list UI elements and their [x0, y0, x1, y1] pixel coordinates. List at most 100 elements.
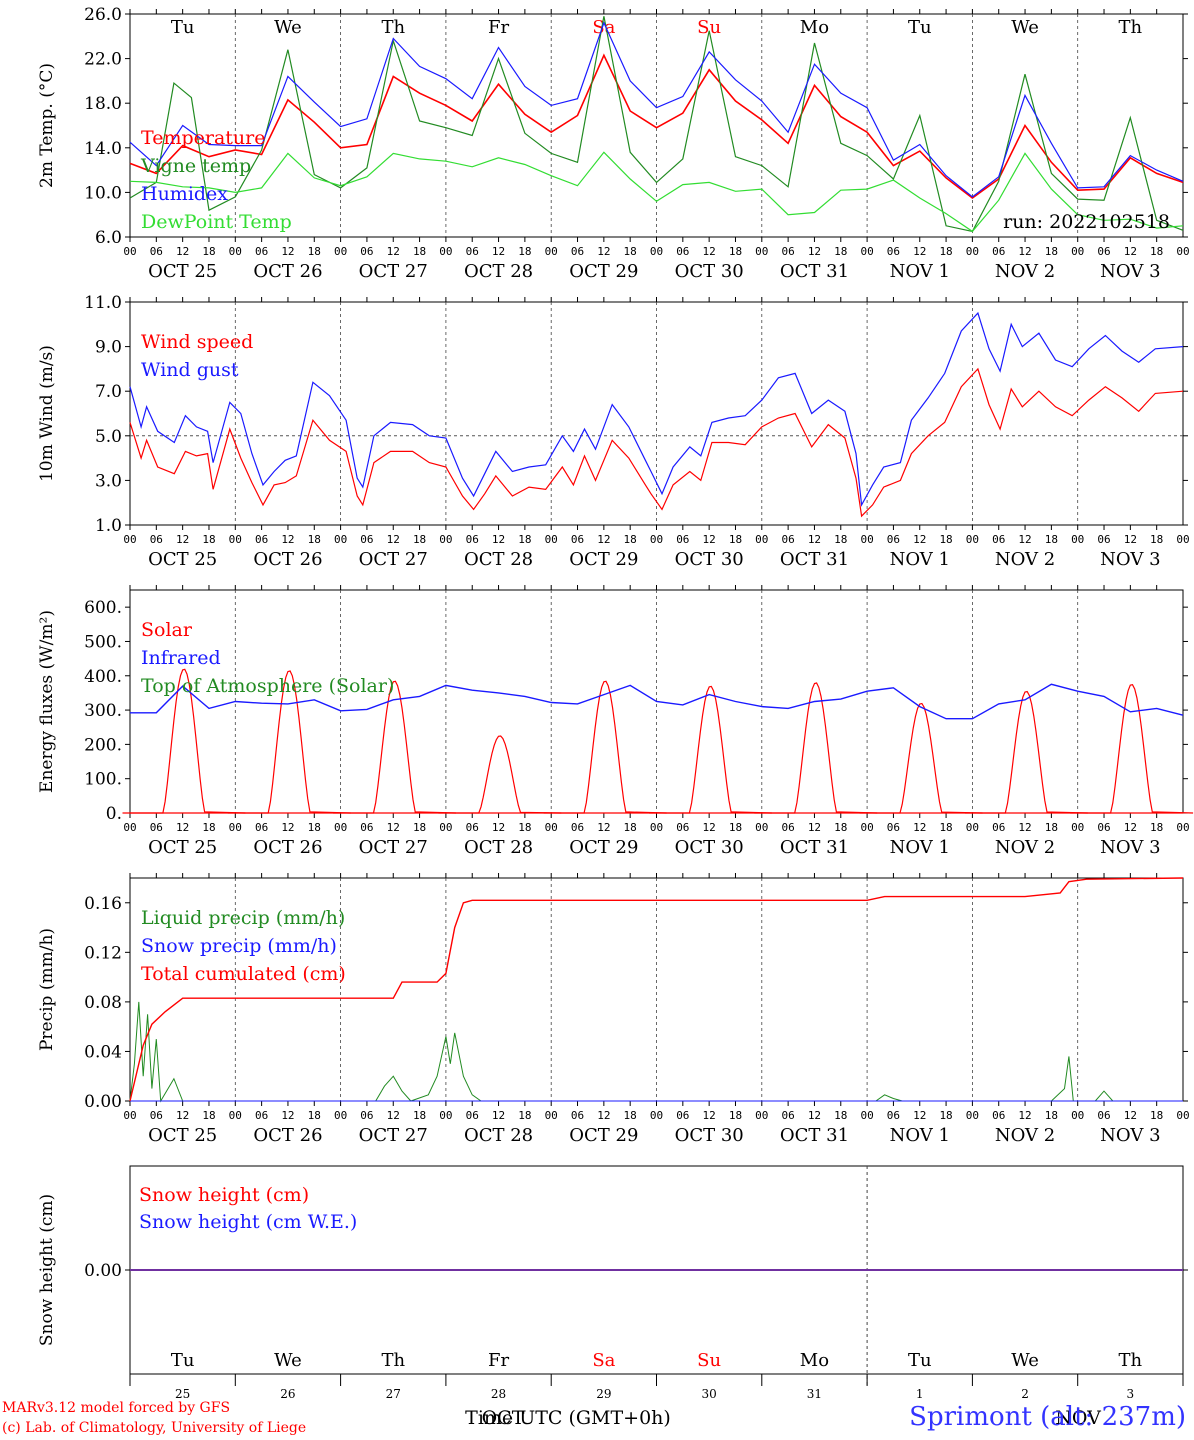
series-line — [129, 1001, 1183, 1103]
x-tick-label: 18 — [308, 245, 321, 258]
x-tick-label: 00 — [1176, 533, 1189, 546]
x-tick-label: 00 — [860, 821, 873, 834]
x-tick-label: 12 — [176, 533, 189, 546]
y-tick-label: 0.04 — [84, 1042, 122, 1062]
x-tick-label: 18 — [939, 1109, 952, 1122]
x-tick-label: 06 — [992, 821, 1005, 834]
x-tick-label: 00 — [334, 821, 347, 834]
series-line — [754, 682, 878, 814]
x-tick-label: 18 — [413, 533, 426, 546]
x-date-label: OCT 26 — [253, 837, 322, 858]
x-tick-label: 06 — [360, 245, 373, 258]
x-tick-label: 06 — [887, 1109, 900, 1122]
panel-frame — [129, 301, 1184, 526]
day-of-week-label: Sa — [592, 1350, 615, 1371]
x-tick-label: 06 — [782, 533, 795, 546]
x-date-label: OCT 31 — [780, 837, 849, 858]
series-line — [649, 685, 772, 814]
series-line — [964, 690, 1088, 814]
day-number-label: 29 — [596, 1387, 611, 1401]
x-tick-label: 00 — [860, 533, 873, 546]
axis-label-y: Snow height (cm) — [37, 1194, 57, 1346]
x-tick-label: 12 — [281, 245, 294, 258]
x-tick-label: 00 — [123, 1109, 136, 1122]
day-of-week-label: Mo — [800, 1350, 829, 1371]
x-tick-label: 12 — [281, 821, 294, 834]
y-tick-label: 10.0 — [84, 183, 122, 203]
x-tick-label: 06 — [466, 533, 479, 546]
day-of-week-label: Tu — [908, 1350, 932, 1371]
legend-entry: Snow height (cm) — [139, 1184, 309, 1206]
day-number-label: 27 — [386, 1387, 401, 1401]
x-tick-label: 06 — [255, 533, 268, 546]
x-tick-label: 12 — [597, 821, 610, 834]
y-tick-label: 11.0 — [84, 293, 122, 313]
x-tick-label: 12 — [913, 821, 926, 834]
x-tick-label: 18 — [1150, 1109, 1163, 1122]
x-tick-label: 12 — [1018, 821, 1031, 834]
day-of-week-label: Tu — [908, 17, 932, 38]
x-date-label: OCT 29 — [569, 1125, 638, 1146]
x-tick-label: 18 — [624, 821, 637, 834]
x-date-label: OCT 29 — [569, 837, 638, 858]
x-tick-label: 18 — [413, 821, 426, 834]
x-tick-label: 18 — [729, 533, 742, 546]
x-tick-label: 00 — [334, 245, 347, 258]
x-tick-label: 00 — [229, 245, 242, 258]
x-tick-label: 12 — [808, 245, 821, 258]
x-tick-label: 00 — [860, 245, 873, 258]
x-tick-label: 12 — [1018, 1109, 1031, 1122]
day-number-label: 2 — [1021, 1387, 1029, 1401]
x-tick-label: 00 — [1071, 245, 1084, 258]
x-tick-label: 12 — [492, 1109, 505, 1122]
legend-entry: Total cumulated (cm) — [141, 963, 346, 985]
x-tick-label: 06 — [466, 821, 479, 834]
y-tick-label: 500. — [84, 632, 122, 652]
x-date-label: OCT 28 — [464, 261, 533, 282]
x-tick-label: 12 — [176, 1109, 189, 1122]
x-tick-label: 12 — [387, 1109, 400, 1122]
x-date-label: OCT 26 — [253, 1125, 322, 1146]
day-of-week-label: We — [1011, 17, 1039, 38]
x-tick-label: 00 — [755, 533, 768, 546]
series-line — [129, 151, 1184, 233]
x-tick-label: 06 — [676, 245, 689, 258]
day-of-week-label: Th — [381, 1350, 405, 1371]
day-of-week-label: Su — [697, 17, 721, 38]
x-tick-label: 00 — [1071, 821, 1084, 834]
month-label: OCT — [482, 1407, 525, 1429]
series-line — [859, 702, 983, 814]
x-tick-label: 06 — [571, 821, 584, 834]
x-tick-label: 18 — [729, 1109, 742, 1122]
x-tick-label: 06 — [1097, 533, 1110, 546]
x-tick-label: 18 — [834, 245, 847, 258]
x-tick-label: 00 — [966, 1109, 979, 1122]
y-tick-label: 26.0 — [84, 5, 122, 25]
x-tick-label: 00 — [229, 821, 242, 834]
x-tick-label: 18 — [834, 533, 847, 546]
x-tick-label: 00 — [545, 245, 558, 258]
x-tick-label: 12 — [281, 1109, 294, 1122]
x-tick-label: 18 — [1150, 245, 1163, 258]
x-tick-label: 00 — [755, 821, 768, 834]
x-tick-label: 18 — [518, 821, 531, 834]
legend-entry: Infrared — [141, 647, 221, 669]
x-tick-label: 06 — [992, 533, 1005, 546]
x-tick-label: 12 — [1124, 821, 1137, 834]
x-tick-label: 00 — [545, 533, 558, 546]
series-line — [129, 367, 1184, 518]
x-tick-label: 06 — [466, 245, 479, 258]
x-tick-label: 00 — [1176, 821, 1189, 834]
day-of-week-label: Th — [1119, 1350, 1143, 1371]
legend-entry: Snow precip (mm/h) — [141, 935, 337, 957]
x-tick-label: 18 — [729, 245, 742, 258]
day-of-week-label: Tu — [171, 17, 195, 38]
x-date-label: NOV 1 — [890, 837, 950, 858]
y-tick-label: 0. — [106, 804, 122, 824]
x-date-label: OCT 29 — [569, 261, 638, 282]
y-tick-label: 14.0 — [84, 139, 122, 159]
x-date-label: OCT 31 — [780, 1125, 849, 1146]
y-tick-label: 0.08 — [84, 993, 122, 1013]
x-tick-label: 00 — [334, 533, 347, 546]
x-date-label: OCT 25 — [148, 837, 217, 858]
